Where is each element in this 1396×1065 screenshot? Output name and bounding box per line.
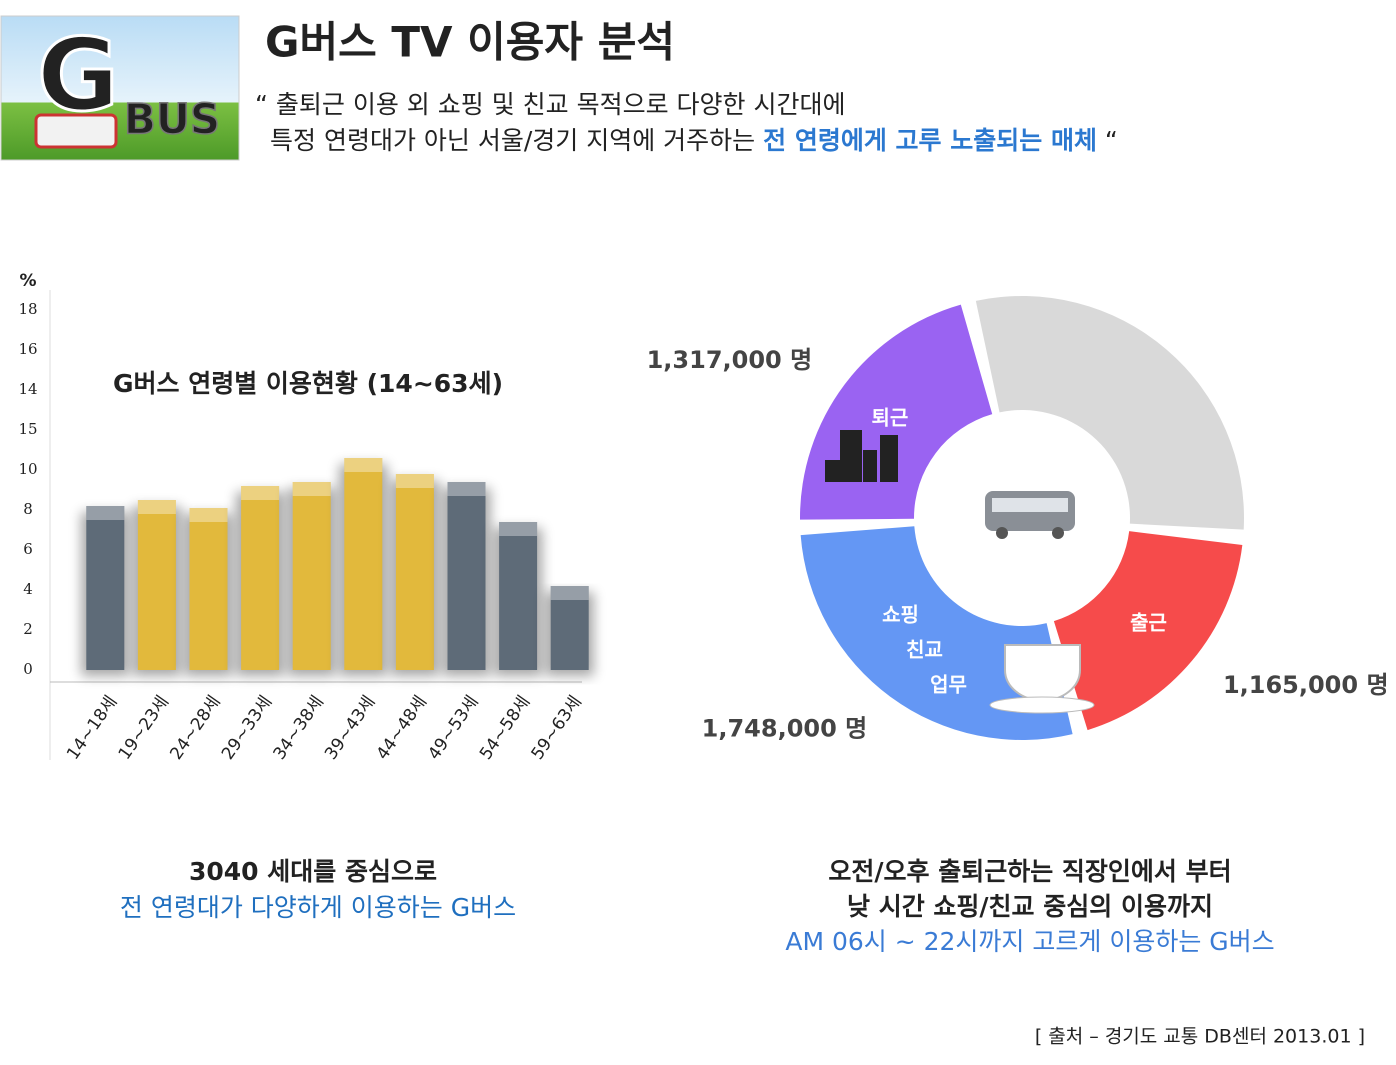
segment-label: 업무 xyxy=(930,673,967,697)
segment-label: 쇼핑 xyxy=(882,603,919,627)
building xyxy=(840,430,862,482)
y-tick-label: 4 xyxy=(23,580,33,598)
saucer xyxy=(989,696,1095,714)
bar-highlight xyxy=(292,482,331,496)
donut-segment xyxy=(800,526,1073,741)
y-tick-label: 14 xyxy=(18,380,37,398)
x-tick-label: 49~53세 xyxy=(424,692,482,763)
quote-open: “ xyxy=(255,90,268,119)
quote-close: “ xyxy=(1105,126,1118,155)
city-icon xyxy=(825,430,898,482)
value-label: 1,748,000 명 xyxy=(702,714,868,742)
y-tick-label: 8 xyxy=(23,500,33,518)
bar xyxy=(499,522,538,670)
y-tick-label: 0 xyxy=(23,660,33,678)
bar-highlight xyxy=(241,486,280,500)
x-tick-label: 29~33세 xyxy=(218,692,276,763)
y-tick-label: 15 xyxy=(18,420,37,438)
bar xyxy=(137,500,176,670)
donut-segment xyxy=(1053,531,1243,731)
value-label: 1,317,000 명 xyxy=(647,346,813,374)
bar-highlight xyxy=(137,500,176,514)
donut-unlabeled-segment xyxy=(975,296,1245,530)
logo-bus xyxy=(34,113,118,149)
cup-icon xyxy=(989,644,1095,714)
bar-highlight xyxy=(189,508,228,522)
quote-text: 특정 연령대가 아닌 서울/경기 지역에 거주하는 xyxy=(270,126,755,155)
caption: 3040 세대를 중심으로 xyxy=(189,857,437,886)
y-tick-label: 18 xyxy=(18,300,37,318)
segment-label: 친교 xyxy=(906,638,943,662)
bar xyxy=(292,482,331,670)
source: [ 출처 – 경기도 교통 DB센터 2013.01 ] xyxy=(1035,1026,1365,1048)
building xyxy=(863,450,877,482)
logo: G BUS xyxy=(0,15,240,161)
building xyxy=(825,460,841,482)
bar-highlight xyxy=(499,522,538,536)
y-tick-label: 10 xyxy=(18,460,37,478)
bar xyxy=(241,486,280,670)
x-tick-label: 39~43세 xyxy=(321,692,379,763)
x-tick-label: 19~23세 xyxy=(115,692,173,763)
quote-line: “ 출퇴근 이용 외 쇼핑 및 친교 목적으로 다양한 시간대에 xyxy=(255,90,845,119)
y-tick-label: 16 xyxy=(18,340,37,358)
caption: 오전/오후 출퇴근하는 직장인에서 부터 xyxy=(828,857,1231,886)
bar-chart: % G버스 연령별 이용현황 (14~63세) 0 2 4 6 8 10 15 14 16 18 1… xyxy=(18,271,594,764)
quote-line: 특정 연령대가 아닌 서울/경기 지역에 거주하는 전 연령에게 고루 노출되는… xyxy=(270,126,1118,155)
quote-highlight: 전 연령에게 고루 노출되는 매체 xyxy=(763,126,1097,155)
bar-highlight xyxy=(447,482,486,496)
bar xyxy=(86,506,125,670)
building xyxy=(880,435,898,482)
y-tick-label: 6 xyxy=(23,540,33,558)
bar-highlight xyxy=(344,458,383,472)
bar xyxy=(344,458,383,670)
chart-title: G버스 연령별 이용현황 (14~63세) xyxy=(113,369,503,398)
bus-window xyxy=(992,498,1068,512)
bar xyxy=(447,482,486,670)
logo-letter: G xyxy=(37,16,119,133)
x-tick-label: 44~48세 xyxy=(373,692,431,763)
bar-highlight xyxy=(86,506,125,520)
caption: 낮 시간 쇼핑/친교 중심의 이용까지 xyxy=(847,892,1213,921)
quote-text: 출퇴근 이용 외 쇼핑 및 친교 목적으로 다양한 시간대에 xyxy=(276,90,846,119)
y-tick-label: 2 xyxy=(23,620,33,638)
bar-highlight xyxy=(395,474,434,488)
value-label: 1,165,000 명 xyxy=(1223,671,1389,699)
bus-icon xyxy=(985,491,1075,539)
caption-highlight: 전 연령대가 다양하게 이용하는 G버스 xyxy=(120,893,516,922)
page-title: G버스 TV 이용자 분석 xyxy=(265,18,675,67)
segment-label: 퇴근 xyxy=(871,406,908,430)
x-tick-label: 24~28세 xyxy=(166,692,224,763)
caption-highlight: AM 06시 ~ 22시까지 고르게 이용하는 G버스 xyxy=(785,927,1274,956)
bar xyxy=(550,586,589,670)
x-tick-label: 34~38세 xyxy=(270,692,328,763)
bar xyxy=(189,508,228,670)
bus-wheel xyxy=(996,527,1008,539)
bar-highlight xyxy=(550,586,589,600)
bus-wheel xyxy=(1052,527,1064,539)
x-tick-label: 59~63세 xyxy=(528,692,586,763)
logo-word: BUS xyxy=(124,95,220,144)
cup xyxy=(1004,644,1081,702)
y-axis-label: % xyxy=(19,271,36,291)
segment-label: 출근 xyxy=(1130,610,1167,634)
x-tick-label: 14~18세 xyxy=(63,692,121,763)
x-tick-label: 54~58세 xyxy=(476,692,534,763)
bar xyxy=(395,474,434,670)
